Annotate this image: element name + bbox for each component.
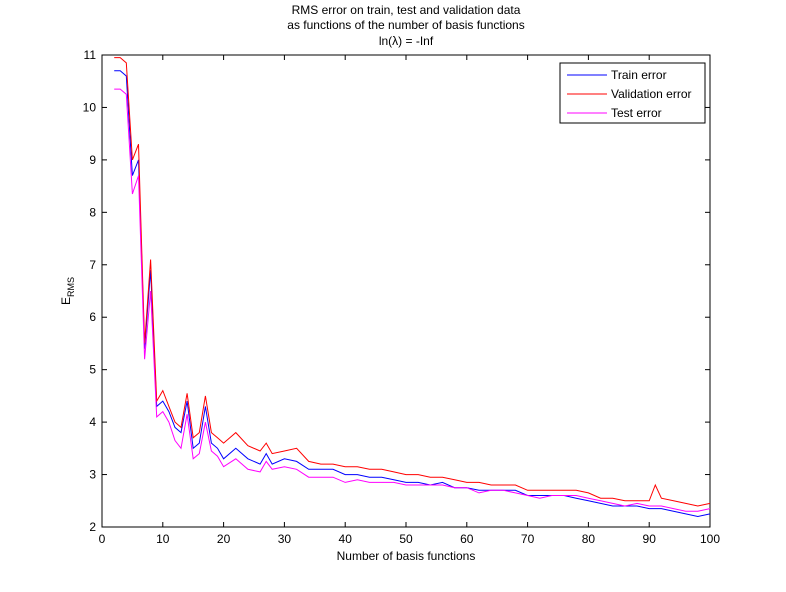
x-tick-label: 90 — [643, 532, 657, 546]
x-tick-label: 10 — [156, 532, 170, 546]
x-tick-label: 70 — [521, 532, 535, 546]
x-tick-label: 100 — [700, 532, 720, 546]
y-tick-label: 6 — [89, 310, 96, 324]
x-tick-label: 30 — [278, 532, 292, 546]
series-line-train-error — [114, 70, 711, 518]
x-axis-label: Number of basis functions — [337, 549, 476, 563]
series-line-validation-error — [114, 57, 711, 507]
x-tick-label: 50 — [399, 532, 413, 546]
chart-title-line-2: as functions of the number of basis func… — [287, 18, 524, 32]
series-line-test-error — [114, 88, 711, 512]
legend-entry-label: Train error — [611, 68, 667, 82]
series-layer — [114, 57, 711, 518]
x-tick-label: 0 — [99, 532, 106, 546]
y-tick-label: 4 — [89, 415, 96, 429]
x-tick-label: 80 — [582, 532, 596, 546]
x-tick-label: 20 — [217, 532, 231, 546]
y-tick-label: 11 — [84, 48, 97, 62]
y-tick-label: 3 — [89, 468, 96, 482]
y-axis-label-subscript: RMS — [66, 277, 76, 297]
y-axis-label-main: E — [59, 297, 73, 305]
y-tick-label: 8 — [89, 205, 96, 219]
y-tick-label: 7 — [89, 258, 96, 272]
legend-entry-label: Test error — [611, 106, 662, 120]
y-tick-label: 9 — [89, 153, 96, 167]
svg-text:ERMS: ERMS — [59, 277, 76, 305]
axis-ticks: 0 10 20 30 40 50 60 70 80 90 100 2 3 4 5 6 7 8 9 10 11 — [83, 48, 721, 546]
y-tick-label: 5 — [89, 363, 96, 377]
x-tick-label: 60 — [460, 532, 474, 546]
legend: Train error Validation error Test error — [559, 62, 706, 124]
chart-title: RMS error on train, test and validation … — [287, 3, 524, 48]
y-axis-label: ERMS — [59, 277, 76, 305]
chart-title-line-1: RMS error on train, test and validation … — [292, 3, 521, 17]
plot-area — [101, 54, 711, 528]
legend-entry-label: Validation error — [611, 87, 691, 101]
y-tick-label: 2 — [89, 520, 96, 534]
x-tick-label: 40 — [339, 532, 353, 546]
chart-title-line-3: ln(λ) = -Inf — [379, 34, 434, 48]
y-tick-label: 10 — [83, 100, 97, 114]
